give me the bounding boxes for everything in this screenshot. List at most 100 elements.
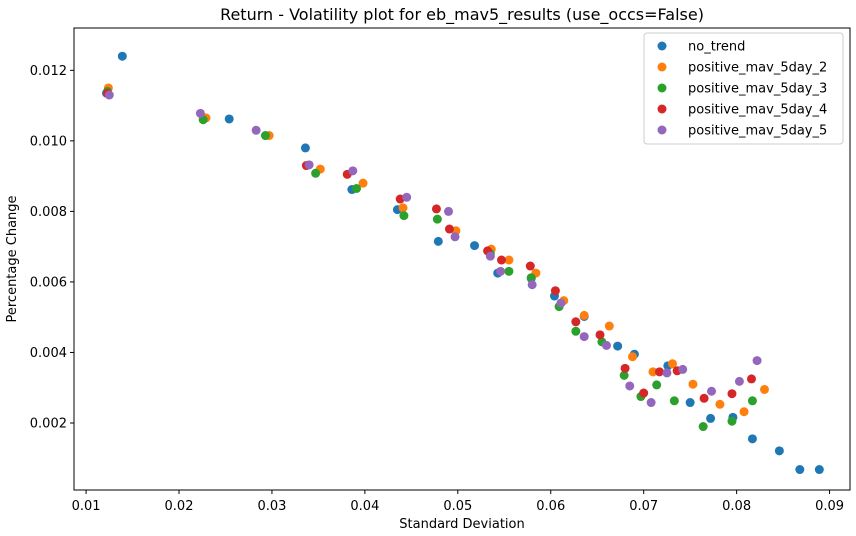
data-point bbox=[504, 266, 514, 276]
data-point bbox=[699, 393, 709, 403]
legend-label: positive_mav_5day_3 bbox=[688, 82, 827, 97]
series-positive-mav-5day-4 bbox=[102, 88, 756, 403]
legend-label: positive_mav_5day_4 bbox=[688, 103, 827, 118]
data-point bbox=[746, 374, 756, 384]
data-point bbox=[444, 206, 454, 216]
plot-area-frame bbox=[73, 27, 851, 491]
y-axis-label: Percentage Change bbox=[5, 195, 20, 322]
data-point bbox=[668, 359, 677, 369]
data-point bbox=[648, 367, 658, 377]
legend-box bbox=[643, 32, 844, 145]
x-axis-label: Standard Deviation bbox=[399, 517, 524, 532]
data-point bbox=[485, 251, 495, 261]
y-axis: 0.002 0.004 0.006 0.008 0.010 0.012 bbox=[30, 64, 74, 431]
data-point bbox=[504, 255, 514, 265]
data-point bbox=[550, 286, 560, 296]
data-point bbox=[654, 367, 664, 377]
x-tick-label: 0.06 bbox=[536, 499, 565, 514]
data-point bbox=[304, 160, 314, 170]
data-point bbox=[470, 241, 480, 251]
data-point bbox=[402, 192, 412, 202]
data-point bbox=[348, 166, 358, 176]
legend-marker bbox=[657, 83, 667, 93]
data-point bbox=[727, 389, 737, 399]
x-tick-label: 0.01 bbox=[72, 499, 101, 514]
legend-marker bbox=[657, 104, 667, 114]
data-point bbox=[613, 341, 623, 351]
data-point bbox=[646, 398, 656, 408]
data-point bbox=[628, 352, 638, 362]
y-tick-label: 0.006 bbox=[30, 275, 67, 290]
data-point bbox=[433, 236, 443, 246]
data-point bbox=[752, 356, 762, 366]
legend-label: positive_mav_5day_5 bbox=[688, 124, 827, 139]
data-point bbox=[251, 125, 261, 135]
data-point bbox=[795, 465, 805, 475]
y-tick-label: 0.010 bbox=[30, 134, 67, 149]
x-tick-label: 0.03 bbox=[257, 499, 286, 514]
data-point bbox=[352, 183, 362, 193]
data-point bbox=[747, 434, 757, 444]
data-point bbox=[604, 321, 614, 331]
data-point bbox=[707, 386, 717, 396]
data-point bbox=[571, 326, 581, 336]
data-point bbox=[432, 214, 442, 224]
x-tick-label: 0.02 bbox=[165, 499, 194, 514]
data-point bbox=[620, 363, 630, 373]
legend-label: no_trend bbox=[688, 40, 745, 55]
legend-label: positive_mav_5day_2 bbox=[688, 61, 827, 76]
data-point bbox=[760, 384, 769, 394]
data-point bbox=[431, 204, 441, 214]
data-point bbox=[579, 332, 589, 342]
data-point bbox=[698, 422, 708, 432]
data-point bbox=[814, 465, 824, 475]
data-point bbox=[195, 108, 205, 118]
data-point bbox=[706, 413, 716, 423]
data-point bbox=[556, 298, 566, 308]
data-point bbox=[595, 330, 605, 340]
data-point bbox=[117, 51, 127, 61]
data-point bbox=[496, 266, 506, 276]
x-axis: 0.01 0.02 0.03 0.04 0.05 0.06 0.07 0.08 0.09 bbox=[72, 490, 844, 514]
y-tick-label: 0.012 bbox=[30, 64, 67, 79]
data-point bbox=[602, 340, 612, 350]
legend-marker bbox=[657, 125, 667, 135]
series-positive-mav-5day-5 bbox=[104, 90, 762, 408]
data-point bbox=[739, 407, 749, 417]
y-tick-label: 0.002 bbox=[30, 416, 67, 431]
data-point bbox=[685, 398, 695, 408]
chart-title: Return - Volatility plot for eb_mav5_res… bbox=[220, 5, 704, 25]
y-tick-label: 0.004 bbox=[30, 346, 67, 361]
data-point bbox=[715, 399, 725, 409]
legend-marker bbox=[657, 41, 667, 51]
data-point bbox=[450, 232, 460, 242]
data-point bbox=[662, 368, 672, 378]
data-point bbox=[399, 211, 409, 221]
data-point bbox=[619, 370, 629, 380]
data-point bbox=[571, 317, 581, 327]
data-point bbox=[497, 255, 506, 265]
data-point bbox=[527, 280, 537, 290]
data-point bbox=[579, 310, 589, 320]
data-point bbox=[639, 388, 649, 398]
data-point bbox=[525, 261, 535, 271]
x-tick-label: 0.09 bbox=[815, 499, 844, 514]
data-point bbox=[444, 224, 454, 234]
data-point bbox=[678, 364, 688, 374]
x-tick-label: 0.08 bbox=[722, 499, 751, 514]
data-point bbox=[652, 380, 662, 390]
data-point bbox=[688, 379, 698, 389]
data-point bbox=[311, 168, 321, 178]
data-point bbox=[625, 381, 635, 391]
x-tick-label: 0.05 bbox=[443, 499, 472, 514]
legend: no_trend positive_mav_5day_2 positive_mav_… bbox=[643, 32, 844, 145]
data-point bbox=[526, 273, 536, 283]
data-point bbox=[300, 143, 310, 153]
data-point bbox=[260, 131, 270, 141]
data-point bbox=[669, 396, 679, 406]
y-tick-label: 0.008 bbox=[30, 205, 67, 220]
data-point bbox=[734, 376, 744, 386]
data-point bbox=[358, 178, 368, 188]
data-point bbox=[104, 90, 114, 100]
